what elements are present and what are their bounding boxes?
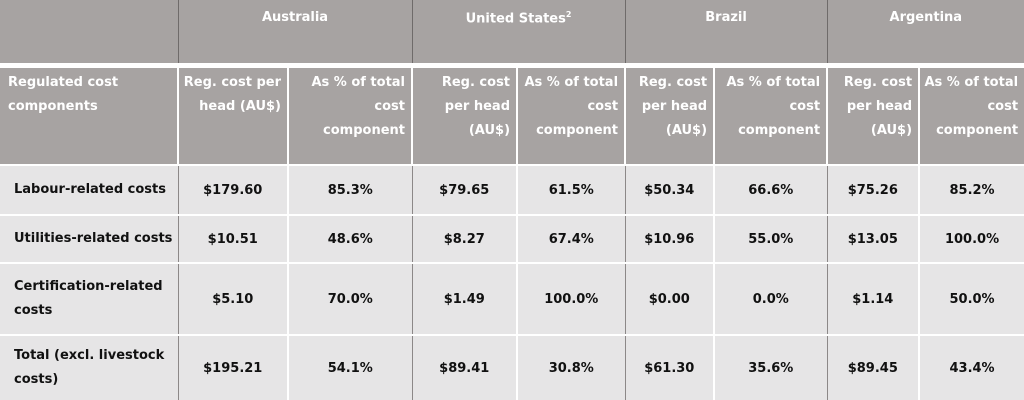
table-cell: 54.1% bbox=[286, 334, 413, 400]
table-cell: 85.2% bbox=[918, 164, 1024, 215]
table-cell: 35.6% bbox=[713, 334, 828, 400]
table-cell: $50.34 bbox=[624, 164, 715, 215]
table-row-total: Total (excl. livestock costs) $195.21 54… bbox=[0, 334, 1024, 400]
table-cell: $5.10 bbox=[177, 262, 288, 335]
table-row: Certification-related costs $5.10 70.0% … bbox=[0, 262, 1024, 335]
table-cell: 55.0% bbox=[713, 214, 828, 263]
country-header-brazil: Brazil bbox=[624, 0, 828, 63]
column-header-reg-cost: Reg. cost per head (AU$) bbox=[826, 68, 920, 165]
column-header-reg-cost: Reg. cost per head (AU$) bbox=[177, 68, 288, 165]
table-cell: $0.00 bbox=[624, 262, 715, 335]
table-cell: $89.45 bbox=[826, 334, 920, 400]
table-cell: $13.05 bbox=[826, 214, 920, 263]
column-header-row: Regulated cost components Reg. cost per … bbox=[0, 68, 1024, 165]
table-row: Labour-related costs $179.60 85.3% $79.6… bbox=[0, 164, 1024, 215]
column-header-pct-total: As % of total cost component bbox=[516, 68, 626, 165]
table-cell: 85.3% bbox=[286, 164, 413, 215]
column-header-pct-total: As % of total cost component bbox=[286, 68, 413, 165]
table-cell: $10.51 bbox=[177, 214, 288, 263]
table-cell: $195.21 bbox=[177, 334, 288, 400]
country-name-united-states: United States bbox=[465, 11, 566, 27]
empty-header-cell bbox=[0, 0, 178, 63]
table-cell: $1.14 bbox=[826, 262, 920, 335]
table-cell: $75.26 bbox=[826, 164, 920, 215]
table-cell: $89.41 bbox=[411, 334, 518, 400]
table-cell: 100.0% bbox=[516, 262, 626, 335]
table-cell: 30.8% bbox=[516, 334, 626, 400]
footnote-marker: 2 bbox=[565, 10, 572, 19]
table-cell: 66.6% bbox=[713, 164, 828, 215]
column-header-components: Regulated cost components bbox=[0, 68, 178, 165]
table-cell: 0.0% bbox=[713, 262, 828, 335]
table-cell: 70.0% bbox=[286, 262, 413, 335]
table-cell: $10.96 bbox=[624, 214, 715, 263]
table-cell: $61.30 bbox=[624, 334, 715, 400]
country-header-united-states: United States2 bbox=[411, 0, 626, 63]
table-cell: 61.5% bbox=[516, 164, 626, 215]
table-row: Utilities-related costs $10.51 48.6% $8.… bbox=[0, 214, 1024, 263]
table-cell: 50.0% bbox=[918, 262, 1024, 335]
table-cell: $179.60 bbox=[177, 164, 288, 215]
row-label: Utilities-related costs bbox=[0, 214, 178, 263]
table-cell: 100.0% bbox=[918, 214, 1024, 263]
column-header-pct-total: As % of total cost component bbox=[713, 68, 828, 165]
column-header-pct-total: As % of total cost component bbox=[918, 68, 1024, 165]
row-label: Labour-related costs bbox=[0, 164, 178, 215]
table-cell: $79.65 bbox=[411, 164, 518, 215]
column-header-reg-cost: Reg. cost per head (AU$) bbox=[411, 68, 518, 165]
table-cell: $8.27 bbox=[411, 214, 518, 263]
table-cell: 67.4% bbox=[516, 214, 626, 263]
table-cell: 43.4% bbox=[918, 334, 1024, 400]
row-label: Total (excl. livestock costs) bbox=[0, 334, 178, 400]
table-cell: $1.49 bbox=[411, 262, 518, 335]
country-header-australia: Australia bbox=[177, 0, 413, 63]
row-label: Certification-related costs bbox=[0, 262, 178, 335]
column-header-reg-cost: Reg. cost per head (AU$) bbox=[624, 68, 715, 165]
country-header-argentina: Argentina bbox=[826, 0, 1024, 63]
country-header-row: Australia United States2 Brazil Argentin… bbox=[0, 0, 1024, 63]
table-cell: 48.6% bbox=[286, 214, 413, 263]
header-separator bbox=[0, 63, 1024, 68]
